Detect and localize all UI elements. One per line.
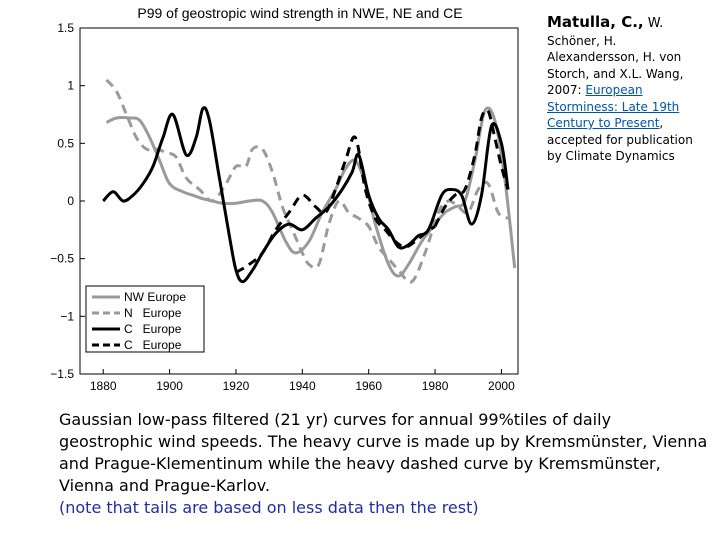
series-layer [102, 78, 517, 284]
legend-label: C Europe [124, 322, 182, 336]
x-tick-label: 1920 [223, 379, 250, 393]
wind-strength-chart: P99 of geostropic wind strength in NWE, … [50, 5, 519, 393]
x-tick-label: 1940 [289, 379, 316, 393]
citation-author-main: Matulla, C., [547, 13, 644, 31]
y-tick-label: 1.5 [57, 21, 74, 35]
y-tick-label: 1 [67, 79, 74, 93]
chart-title: P99 of geostropic wind strength in NWE, … [137, 5, 462, 21]
y-tick-label: −1.5 [50, 367, 74, 381]
series-line-n-europe [105, 78, 509, 284]
y-tick-label: 0 [67, 194, 74, 208]
y-tick-label: 0.5 [57, 136, 74, 150]
x-tick-label: 1960 [355, 379, 382, 393]
figure-caption: Gaussian low-pass filtered (21 yr) curve… [59, 409, 709, 519]
citation-tail: , accepted for publication by Climate Dy… [547, 116, 693, 163]
x-tick-label: 1900 [156, 379, 183, 393]
y-tick-label: −0.5 [50, 252, 74, 266]
series-line-c-europe-karlov [433, 108, 510, 228]
legend-label: NW Europe [124, 290, 186, 304]
caption-text: Gaussian low-pass filtered (21 yr) curve… [59, 410, 708, 495]
citation: Matulla, C., W. Schöner, H. Alexandersso… [547, 14, 707, 165]
citation-authors: Schöner, H. Alexandersson, H. von Storch… [547, 33, 684, 98]
legend: NW Europe N Europe C Europe C Europe [85, 285, 205, 353]
x-tick-label: 1980 [422, 379, 449, 393]
legend-label: N Europe [124, 306, 182, 320]
caption-note: (note that tails are based on less data … [59, 498, 479, 517]
y-tick-label: −1 [60, 309, 74, 323]
x-tick-label: 1880 [90, 379, 117, 393]
axis-ticks: 1880 1900 1920 1940 1960 1980 2000 1.5 1 0.5 0 −0.5… [50, 21, 515, 393]
series-line-c-europe [102, 106, 510, 284]
x-tick-label: 2000 [488, 379, 515, 393]
series-line-nw-europe [105, 106, 517, 278]
legend-label: C Europe [124, 338, 182, 352]
citation-author-initial: W. [643, 16, 664, 31]
citation-link[interactable]: European Storminess: Late 19th Century t… [547, 83, 680, 130]
